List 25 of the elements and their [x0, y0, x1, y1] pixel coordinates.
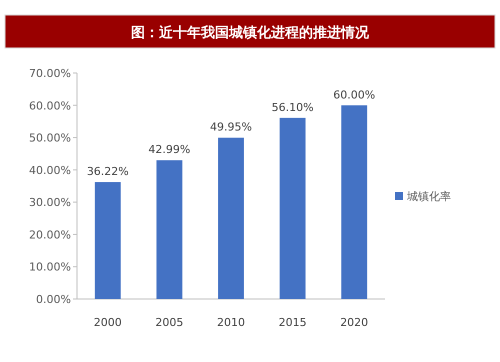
- y-tick-label: 30.00%: [29, 196, 71, 210]
- y-tick-label: 0.00%: [36, 293, 71, 306]
- bar: [218, 138, 244, 299]
- data-label: 56.10%: [272, 100, 314, 114]
- bar: [280, 118, 306, 299]
- data-label: 36.22%: [86, 165, 129, 178]
- data-label: 60.00%: [333, 88, 376, 102]
- x-tick-label: 2000: [94, 316, 122, 329]
- data-label: 42.99%: [148, 143, 190, 156]
- bar: [156, 160, 182, 299]
- x-tick-label: 2005: [155, 316, 184, 329]
- y-tick-label: 70.00%: [29, 67, 71, 80]
- bar: [341, 105, 368, 299]
- x-tick-label: 2020: [340, 316, 368, 329]
- y-tick-label: 50.00%: [29, 132, 71, 145]
- legend-label: 城镇化率: [406, 190, 451, 203]
- y-tick-label: 20.00%: [29, 228, 71, 242]
- x-tick-label: 2010: [217, 316, 245, 329]
- y-tick-label: 60.00%: [29, 99, 71, 112]
- data-label: 49.95%: [210, 120, 252, 134]
- chart-title: 图：近十年我国城镇化进程的推进情况: [131, 24, 370, 41]
- bar: [94, 182, 121, 299]
- y-tick-label: 40.00%: [29, 164, 71, 177]
- x-tick-label: 2015: [278, 316, 307, 329]
- y-tick-label: 10.00%: [29, 260, 71, 274]
